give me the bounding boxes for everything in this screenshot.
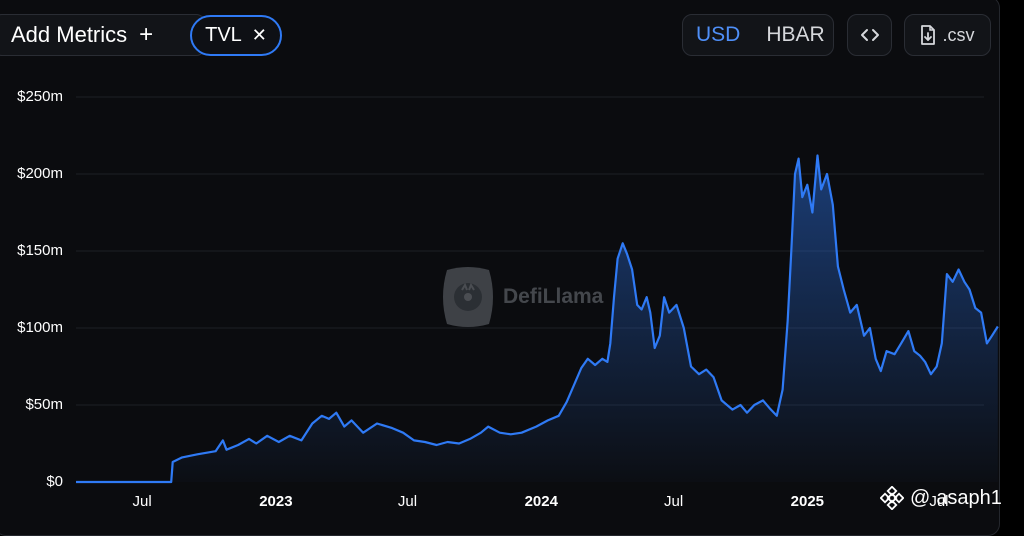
add-metrics-button[interactable]: Add Metrics + — [0, 14, 206, 56]
download-csv-button[interactable]: .csv — [904, 14, 991, 56]
tvl-series-line — [76, 154, 999, 484]
y-tick-label: $250m — [17, 88, 63, 105]
llama-logo-icon — [443, 267, 493, 327]
currency-option-usd[interactable]: USD — [696, 23, 741, 46]
x-tick-label: 2025 — [790, 493, 825, 510]
credit-handle: asaph1 — [936, 486, 1002, 509]
x-tick-label: Jul — [929, 493, 949, 510]
close-icon[interactable]: ✕ — [251, 25, 267, 45]
currency-toggle: USD HBAR — [682, 14, 834, 56]
y-tick-label: $200m — [17, 165, 63, 182]
add-metrics-label: Add Metrics — [11, 22, 128, 47]
y-tick-label: $50m — [25, 396, 63, 413]
credit-badge: @ asaph1 — [880, 486, 1002, 510]
defillama-watermark: DefiLlama — [441, 266, 603, 328]
csv-label: .csv — [942, 24, 975, 45]
y-tick-label: $150m — [17, 242, 63, 259]
x-tick-label: 2023 — [259, 493, 293, 510]
currency-option-hbar[interactable]: HBAR — [766, 23, 825, 46]
file-download-icon — [921, 25, 936, 45]
x-tick-label: 2024 — [524, 493, 558, 510]
tvl-area-fill — [76, 155, 998, 482]
plus-icon: + — [139, 21, 154, 48]
code-icon — [860, 29, 879, 41]
credit-at: @ — [910, 486, 931, 509]
tvl-chip-label: TVL — [205, 24, 242, 46]
watermark-text: DefiLlama — [503, 285, 604, 308]
x-tick-label: Jul — [397, 493, 418, 510]
x-tick-label: Jul — [663, 493, 684, 510]
binance-square-icon — [880, 486, 904, 510]
y-tick-label: $0 — [46, 473, 63, 490]
x-tick-label: Jul — [132, 493, 152, 510]
embed-button[interactable] — [847, 14, 892, 56]
tvl-metric-chip[interactable]: TVL ✕ — [190, 15, 282, 56]
y-tick-label: $100m — [17, 319, 63, 336]
